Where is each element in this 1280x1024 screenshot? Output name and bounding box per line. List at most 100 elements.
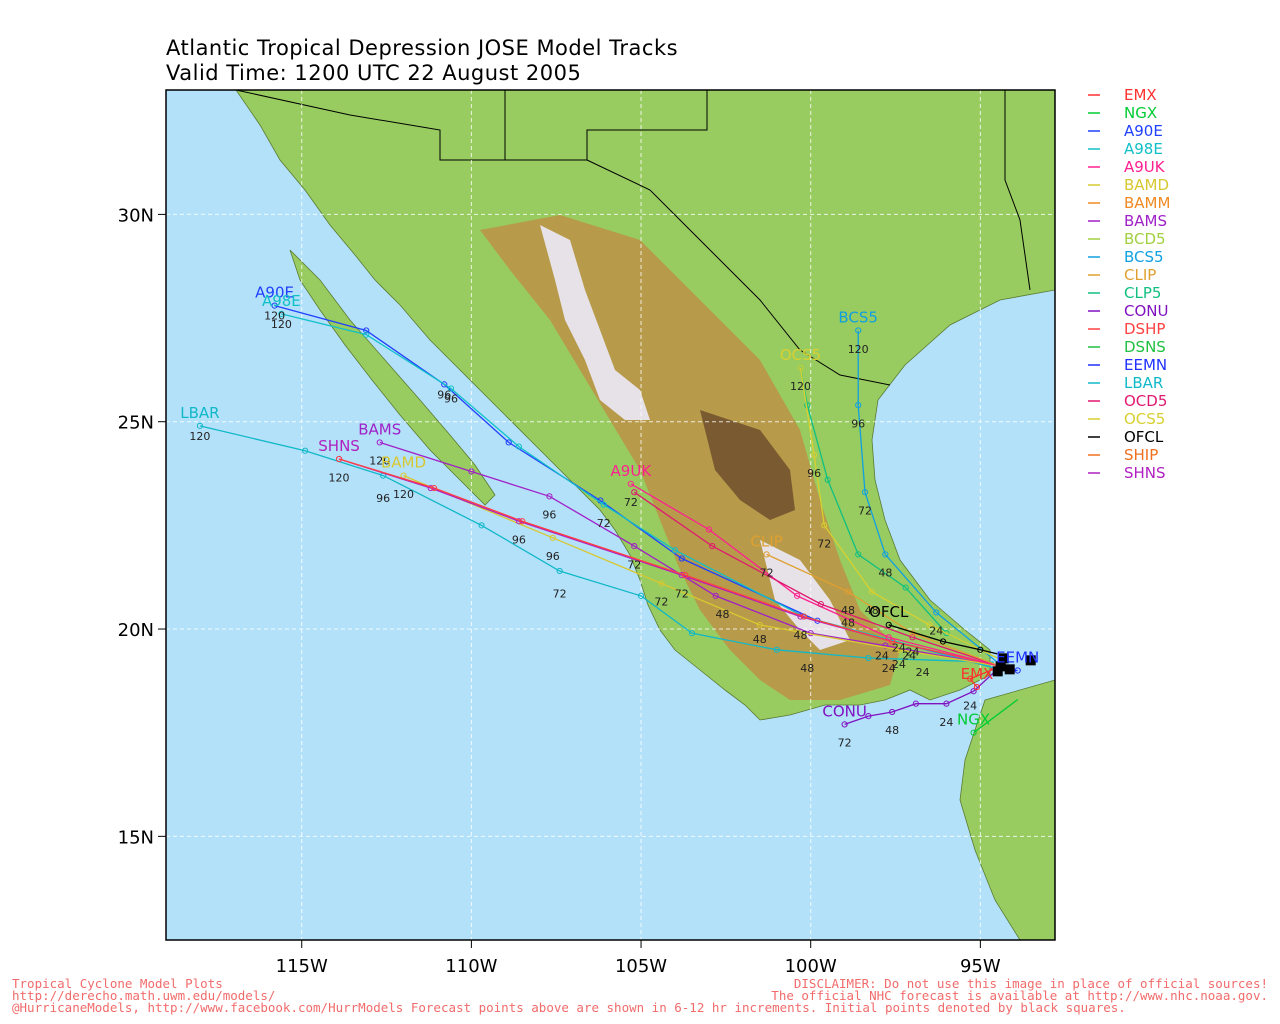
plot-area: 96120A90E7296120A98E24487296120LBAR24487…	[166, 90, 1055, 940]
legend-label: A90E	[1124, 122, 1163, 140]
track-name-label: OCS5	[780, 346, 821, 364]
track-point	[430, 484, 438, 492]
lon-label: 110W	[445, 956, 497, 977]
track-bams	[379, 441, 1001, 667]
track-point	[631, 489, 638, 496]
legend-item: A9UK	[1088, 158, 1165, 176]
track-point	[1014, 667, 1021, 674]
track-point	[841, 721, 848, 728]
track-point	[797, 364, 804, 371]
track-point	[515, 443, 522, 450]
track-point	[895, 646, 903, 653]
forecast-hour-label: 120	[271, 318, 292, 331]
track-name-label: A9UK	[611, 462, 653, 480]
legend-label: OCS5	[1124, 410, 1166, 428]
initial-point-square	[1025, 655, 1036, 666]
track-conu	[844, 665, 1002, 726]
track-point	[468, 468, 475, 475]
track-point	[970, 729, 977, 736]
track-dshp	[338, 458, 1001, 667]
track-point	[844, 588, 852, 595]
forecast-hour-label: 24	[916, 666, 930, 679]
legend-item: BAMM	[1088, 194, 1170, 212]
forecast-hour-label: 24	[939, 716, 953, 729]
track-point	[671, 547, 679, 554]
legend-item: OFCL	[1088, 428, 1163, 446]
track-point	[943, 700, 950, 707]
track-point	[909, 634, 916, 641]
initial-point-square	[992, 666, 1003, 677]
forecast-hour-label: 24	[905, 645, 919, 658]
track-name-label: OFCL	[869, 603, 909, 621]
lon-label: 95W	[960, 956, 1001, 977]
track-point	[196, 422, 204, 429]
track-ngx	[973, 698, 1019, 734]
track-name-label: BAMD	[381, 454, 426, 472]
track-point	[278, 310, 285, 318]
track-name-label: BCS5	[838, 308, 878, 326]
footer-right-line-2: The official NHC forecast is available a…	[771, 988, 1268, 1003]
legend-label: CLIP	[1124, 266, 1157, 284]
model-tracks	[196, 302, 1036, 736]
forecast-hour-label: 120	[848, 343, 869, 356]
forecast-hour-label: 48	[878, 567, 892, 580]
us-border	[235, 90, 891, 386]
forecast-hour-label: 96	[546, 550, 560, 563]
track-name-label: NGX	[957, 711, 990, 729]
legend-label: BAMM	[1124, 194, 1171, 212]
track-point	[519, 518, 526, 525]
track-point	[885, 634, 892, 641]
forecast-hour-label: 24	[892, 641, 906, 654]
graticule	[166, 90, 1055, 940]
forecast-hour-label: 120	[369, 455, 390, 468]
forecast-hour-label: 72	[675, 587, 689, 600]
legend-dash	[1088, 410, 1108, 428]
footer-left: Tropical Cyclone Model Plots http://dere…	[12, 977, 1126, 1014]
track-point	[865, 654, 872, 662]
track-ofcl	[888, 624, 998, 655]
track-point	[546, 493, 553, 500]
track-point	[505, 439, 512, 446]
legend-item: BAMD	[1088, 176, 1169, 194]
track-lbar	[199, 425, 994, 663]
lon-label: 115W	[276, 956, 328, 977]
legend-label: DSNS	[1124, 338, 1166, 356]
plot-frame	[165, 89, 1056, 941]
forecast-hour-label: 48	[865, 604, 879, 617]
track-point	[709, 542, 716, 550]
track-point	[939, 638, 947, 645]
peaks	[540, 225, 850, 650]
track-point	[889, 638, 896, 645]
track-point	[271, 302, 278, 309]
baja-california	[289, 249, 496, 506]
legend-item: EEMN	[1088, 356, 1167, 374]
track-point	[335, 455, 343, 463]
legend-label: SHIP	[1124, 446, 1159, 464]
track-point	[763, 551, 770, 558]
forecast-hour-label: 72	[654, 596, 668, 609]
forecast-hour-label: 48	[753, 633, 767, 646]
legend-item: CLIP	[1088, 266, 1156, 284]
forecast-hour-label: 96	[376, 492, 390, 505]
forecast-hour-label: 96	[542, 509, 556, 522]
track-point	[973, 683, 981, 691]
forecast-hour-label: 120	[264, 310, 285, 323]
lon-label: 100W	[785, 956, 837, 977]
forecast-hour-label: 48	[885, 724, 899, 737]
track-name-label: A90E	[255, 284, 294, 302]
forecast-hour-label: 48	[841, 616, 855, 629]
legend-label: BCD5	[1124, 230, 1166, 248]
track-point	[447, 385, 455, 392]
legend-item: CONU	[1088, 302, 1168, 320]
legend-item: LBAR	[1088, 374, 1163, 392]
track-point	[912, 700, 919, 707]
forecast-hour-label: 24	[929, 625, 943, 638]
dark-peaks	[700, 410, 795, 520]
forecast-hour-label: 72	[627, 558, 641, 571]
legend-dash	[1088, 86, 1108, 104]
track-name-label: EEMN	[996, 648, 1039, 666]
legend-label: DSHP	[1124, 320, 1166, 338]
legend-dash	[1088, 392, 1108, 410]
track-point	[441, 381, 448, 388]
